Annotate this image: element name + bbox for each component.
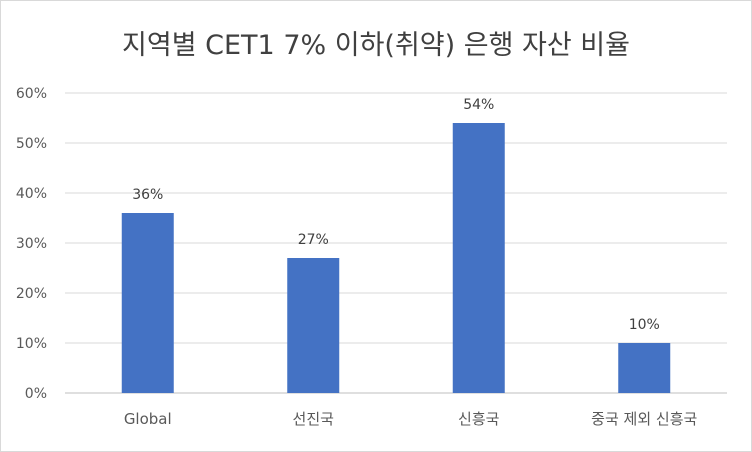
y-tick-label: 40% bbox=[16, 186, 47, 202]
x-category-label: 중국 제외 신흥국 bbox=[591, 410, 697, 428]
x-category-label: 선진국 bbox=[293, 410, 335, 428]
data-label: 54% bbox=[463, 97, 494, 113]
bar-2 bbox=[452, 123, 505, 393]
data-label: 36% bbox=[132, 187, 163, 203]
data-label: 10% bbox=[629, 317, 660, 333]
y-tick-label: 30% bbox=[16, 236, 47, 252]
y-tick-label: 0% bbox=[25, 386, 47, 402]
y-tick-label: 50% bbox=[16, 136, 47, 152]
y-tick-label: 20% bbox=[16, 286, 47, 302]
bar-0 bbox=[121, 213, 174, 393]
x-category-label: 신흥국 bbox=[458, 410, 500, 428]
y-tick-label: 60% bbox=[16, 86, 47, 102]
x-category-label: Global bbox=[124, 410, 172, 428]
bar-1 bbox=[287, 258, 340, 393]
chart-title: 지역별 CET1 7% 이하(취약) 은행 자산 비율 bbox=[122, 30, 630, 61]
bar-3 bbox=[618, 343, 671, 393]
y-tick-label: 10% bbox=[16, 336, 47, 352]
data-label: 27% bbox=[298, 232, 329, 248]
